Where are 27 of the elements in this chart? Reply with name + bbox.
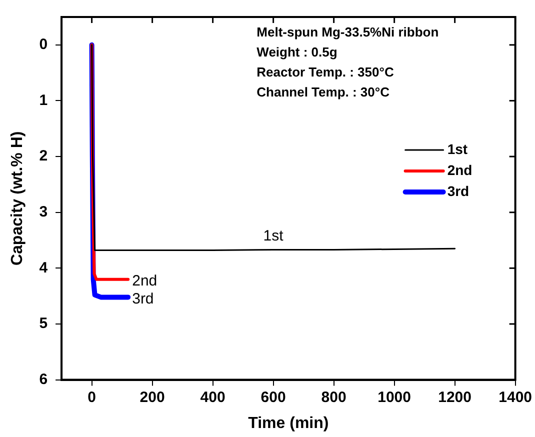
y-tick-label: 1 (39, 92, 48, 109)
text: 1st (263, 227, 284, 244)
annotation: Reactor Temp. : 350°C (256, 64, 394, 80)
annotation: Channel Temp. : 30°C (256, 84, 390, 100)
legend-label: 2nd (447, 162, 472, 178)
legend-label: 3rd (447, 182, 470, 199)
x-tick-label: 1000 (378, 388, 411, 406)
annotation: Weight : 0.5g (256, 44, 338, 60)
x-tick-label: 1400 (498, 388, 532, 406)
legend-label: 1st (447, 140, 468, 157)
y-tick-label: 6 (39, 370, 48, 388)
x-axis-title: Time (min) (248, 414, 329, 432)
y-tick-label: 4 (39, 259, 48, 276)
y-tick-label: 3 (39, 203, 48, 220)
y-tick-label: 0 (39, 36, 48, 54)
text: 3rd (132, 290, 154, 308)
x-tick-label: 400 (200, 388, 226, 406)
x-tick-label: 0 (88, 388, 96, 406)
annotation: Melt-spun Mg-33.5%Ni ribbon (256, 24, 439, 40)
y-tick-label: 5 (39, 315, 48, 332)
x-tick-label: 200 (140, 388, 165, 406)
y-axis-title: Capacity (wt.% H) (9, 131, 26, 266)
x-tick-label: 1200 (438, 388, 472, 406)
y-tick-label: 2 (39, 148, 48, 165)
x-tick-label: 600 (260, 388, 286, 406)
text: 2nd (132, 272, 158, 290)
x-tick-label: 800 (321, 388, 346, 406)
